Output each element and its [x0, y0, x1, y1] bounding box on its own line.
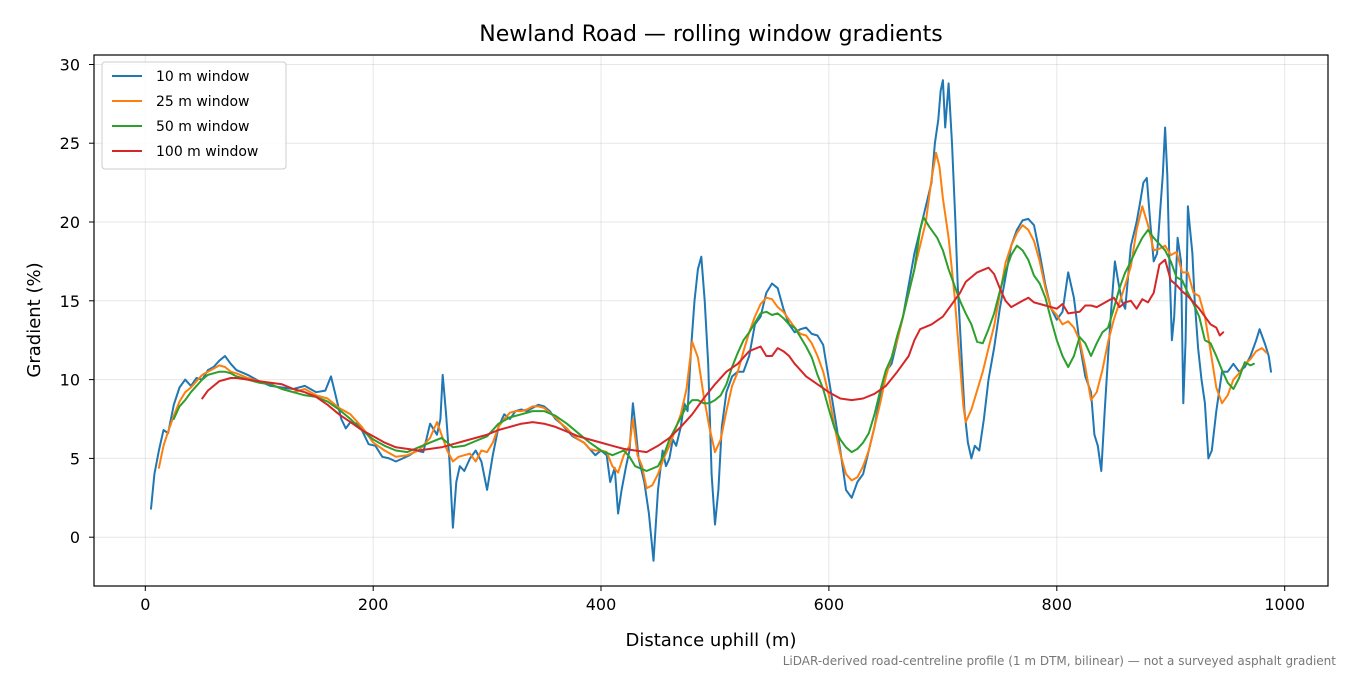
legend-label: 25 m window — [156, 94, 249, 110]
y-axis-label: Gradient (%) — [24, 262, 45, 377]
legend-label: 100 m window — [156, 144, 258, 160]
x-tick-label: 800 — [1042, 595, 1073, 614]
legend-label: 10 m window — [156, 69, 249, 85]
y-tick-label: 30 — [60, 56, 80, 75]
x-tick-label: 1000 — [1264, 595, 1305, 614]
y-tick-label: 15 — [60, 292, 80, 311]
y-tick-label: 0 — [70, 528, 80, 547]
legend-label: 50 m window — [156, 119, 249, 135]
x-tick-label: 600 — [814, 595, 845, 614]
x-tick-label: 400 — [586, 595, 617, 614]
legend-box — [101, 61, 287, 170]
y-tick-label: 20 — [60, 213, 80, 232]
source-note: LiDAR-derived road-centreline profile (1… — [783, 654, 1337, 668]
y-tick-label: 25 — [60, 134, 80, 153]
chart-title: Newland Road — rolling window gradients — [479, 22, 943, 47]
y-tick-label: 10 — [60, 371, 80, 390]
legend: 10 m window 25 m window 50 m window 100 m w… — [101, 61, 287, 170]
x-tick-label: 0 — [140, 595, 150, 614]
axis-ticks: 0 200 400 600 800 1000 0 5 10 15 20 25 30 — [60, 56, 1305, 615]
plot-frame — [93, 54, 1329, 587]
series-line-2 — [157, 151, 1268, 490]
series-line-4 — [201, 258, 1225, 454]
y-tick-label: 5 — [70, 449, 80, 468]
series-line-3 — [172, 216, 1255, 472]
x-tick-label: 200 — [358, 595, 389, 614]
plot-lines — [150, 79, 1272, 562]
x-axis-label: Distance uphill (m) — [626, 630, 797, 651]
